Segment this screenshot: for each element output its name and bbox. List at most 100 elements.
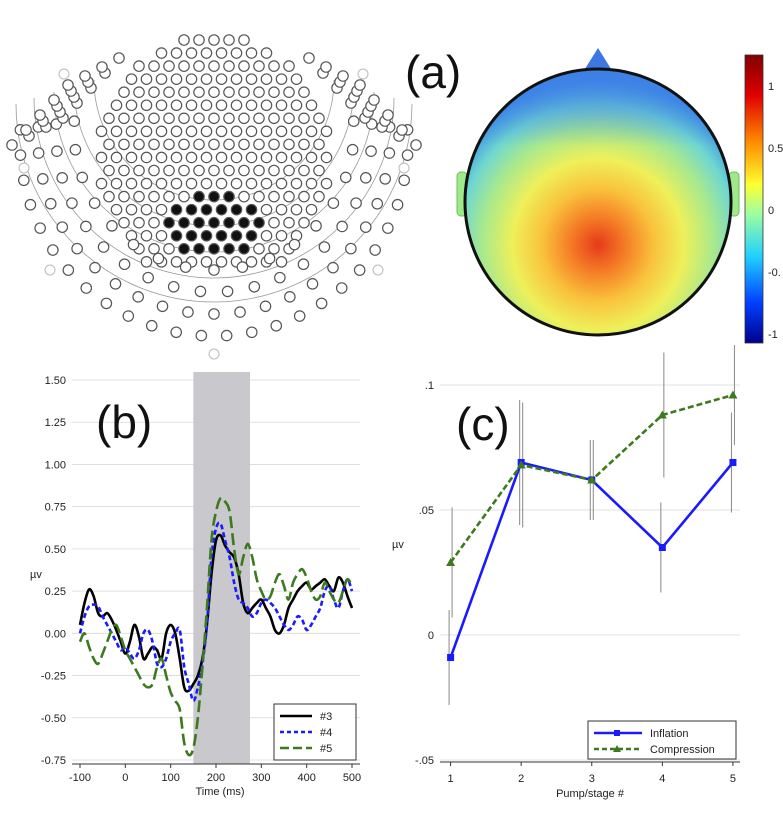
electrode: [268, 243, 280, 255]
electrode: [155, 73, 168, 85]
chart-b-x-ticks: -100 0 100 200 300 400 500: [69, 764, 361, 784]
electrode: [327, 197, 340, 209]
electrode: [163, 86, 175, 98]
chart-b-y-tick: 0.00: [45, 628, 66, 640]
chart-c-x-tick: 5: [730, 773, 736, 785]
electrode-highlighted: [215, 229, 228, 242]
electrode: [170, 99, 183, 112]
electrode: [260, 229, 273, 242]
chart-b-series-line-4: [78, 521, 354, 703]
electrode: [305, 125, 318, 138]
chart-b-legend-box: [273, 703, 357, 761]
electrode: [268, 216, 280, 229]
legend-label-inflation: Inflation: [650, 728, 689, 740]
electrode: [298, 164, 310, 177]
electrode: [223, 112, 235, 125]
electrode: [354, 79, 366, 91]
electrode: [97, 241, 110, 253]
electrode: [263, 252, 276, 265]
electrode: [339, 171, 352, 184]
chart-c-x-tick: 3: [589, 773, 595, 785]
electrode: [88, 197, 101, 209]
chart-c-point-compression: [516, 460, 526, 469]
chart-b-y-tick: 0.50: [45, 544, 66, 556]
electrode: [118, 258, 131, 271]
electrode: [230, 73, 243, 85]
electrode: [170, 256, 183, 268]
electrode: [163, 243, 175, 255]
chart-c-point-inflation: [729, 459, 737, 466]
electrode: [95, 125, 108, 138]
electrode: [208, 308, 220, 320]
electrode: [14, 149, 27, 161]
electrode: [185, 99, 198, 112]
electrode: [215, 73, 228, 85]
electrode-highlighted: [238, 216, 250, 229]
electrode: [238, 34, 250, 46]
electrode: [290, 177, 303, 190]
electrode: [208, 264, 220, 276]
electrode: [96, 61, 108, 73]
electrode: [56, 172, 69, 184]
electrode: [200, 125, 213, 138]
chart-c-y-label: µv: [392, 539, 404, 551]
electrode: [24, 198, 37, 211]
electrode: [148, 112, 160, 125]
electrode: [140, 73, 153, 85]
electrode-reference: [208, 348, 220, 360]
electrode: [313, 112, 325, 125]
electrode: [396, 124, 408, 136]
electrode: [178, 190, 190, 203]
electrode: [152, 252, 165, 265]
electrode: [275, 99, 288, 112]
electrode: [347, 115, 360, 128]
electrode: [125, 125, 138, 138]
electrode-highlighted: [178, 216, 190, 229]
chart-b-y-tick: -0.50: [41, 713, 66, 725]
electrode: [106, 220, 118, 232]
chart-c: 1 2 3 4 5 .1 .05 0 -.05 Pump/stage # µv (c) Inf…: [392, 345, 740, 800]
electrode: [193, 164, 205, 177]
electrode: [185, 177, 198, 190]
electrode: [69, 143, 82, 156]
legend-label-5: #5: [320, 743, 332, 755]
electrode: [133, 138, 145, 151]
electrode: [140, 125, 153, 138]
electrode: [140, 99, 153, 112]
electrode: [275, 256, 288, 268]
electrode: [170, 151, 183, 164]
electrode: [110, 151, 123, 164]
colorbar-tick-1: 1: [768, 81, 774, 93]
chart-b-y-tick: 0.25: [45, 586, 66, 598]
electrode: [125, 99, 138, 112]
electrode-highlighted: [223, 216, 235, 229]
electrode: [290, 125, 303, 138]
electrode-highlighted: [185, 229, 198, 242]
electrode: [382, 109, 394, 121]
electrode: [118, 112, 130, 125]
electrode: [298, 86, 310, 98]
electrode: [155, 203, 168, 216]
electrode: [133, 86, 145, 98]
electrode: [290, 99, 303, 112]
electrode: [18, 174, 30, 187]
electrode: [245, 256, 258, 268]
electrode: [80, 282, 93, 294]
electrode: [113, 52, 125, 64]
electrode: [238, 60, 250, 72]
electrode: [127, 238, 140, 251]
electrode: [103, 138, 115, 151]
electrode: [163, 112, 175, 125]
chart-c-y-ticks: .1 .05 0 -.05: [415, 380, 434, 767]
electrode: [194, 285, 207, 298]
chart-c-x-tick: 2: [518, 773, 524, 785]
electrode: [215, 125, 228, 138]
electrode-highlighted: [253, 216, 265, 229]
electrode-highlighted: [163, 216, 175, 229]
electrode: [132, 291, 144, 303]
electrode: [253, 164, 265, 177]
chart-c-y-tick: 0: [428, 630, 434, 642]
electrode: [148, 243, 160, 255]
electrode: [125, 73, 138, 85]
electrode: [305, 177, 318, 190]
